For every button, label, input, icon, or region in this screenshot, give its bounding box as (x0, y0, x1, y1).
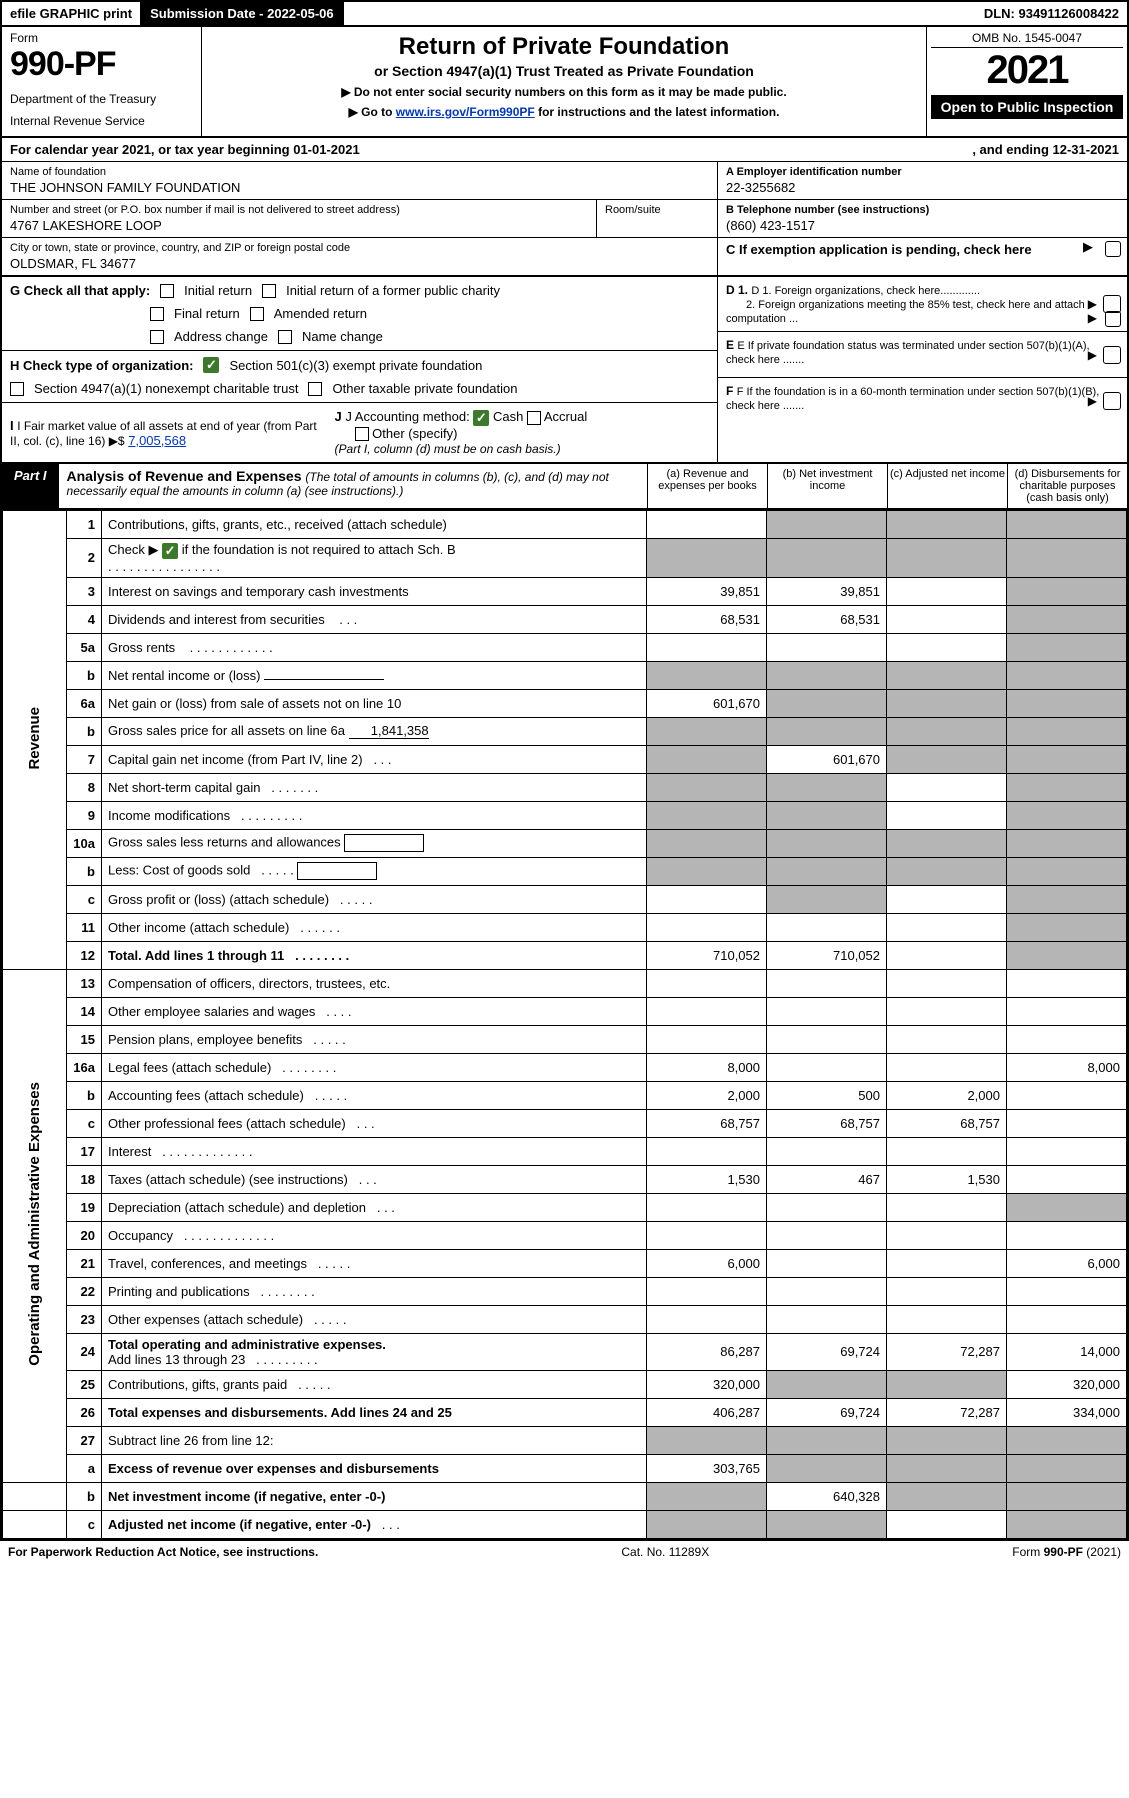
form-number: 990-PF (10, 45, 193, 84)
irs-label: Internal Revenue Service (10, 114, 193, 128)
city-state-zip: OLDSMAR, FL 34677 (10, 256, 709, 271)
part1-table: Revenue 1Contributions, gifts, grants, e… (2, 510, 1127, 1539)
e-cell: E E If private foundation status was ter… (718, 332, 1127, 378)
mid-grid: G Check all that apply: Initial return I… (2, 277, 1127, 464)
j-cash-checkbox[interactable]: ✓ (473, 410, 489, 426)
phone-value: (860) 423-1517 (726, 218, 1119, 233)
part1-tag: Part I (2, 464, 59, 508)
omb-number: OMB No. 1545-0047 (931, 31, 1123, 48)
tax-year: 2021 (931, 48, 1123, 93)
cat-number: Cat. No. 11289X (621, 1545, 709, 1559)
e-checkbox[interactable] (1103, 346, 1121, 364)
dept-treasury: Department of the Treasury (10, 92, 193, 106)
c-checkbox[interactable] (1105, 241, 1121, 257)
g-row: G Check all that apply: Initial return I… (2, 277, 717, 351)
paperwork-notice: For Paperwork Reduction Act Notice, see … (8, 1545, 318, 1559)
room-suite-label: Room/suite (597, 200, 717, 237)
d-cell: D 1. D 1. Foreign organizations, check h… (718, 277, 1127, 332)
page-footer: For Paperwork Reduction Act Notice, see … (0, 1541, 1129, 1563)
calendar-year-row: For calendar year 2021, or tax year begi… (2, 138, 1127, 162)
fmv-link[interactable]: 7,005,568 (128, 433, 186, 448)
g-amended-checkbox[interactable] (250, 307, 264, 321)
g-address-checkbox[interactable] (150, 330, 164, 344)
foundation-name: THE JOHNSON FAMILY FOUNDATION (10, 180, 709, 195)
ssn-note: ▶ Do not enter social security numbers o… (222, 85, 906, 99)
expenses-sidelabel: Operating and Administrative Expenses (3, 969, 67, 1482)
name-label: Name of foundation (10, 166, 709, 178)
form-ref: Form 990-PF (2021) (1012, 1545, 1121, 1559)
h-501c3-checkbox[interactable]: ✓ (203, 357, 219, 373)
col-a-header: (a) Revenue and expenses per books (647, 464, 767, 508)
i-label: I (10, 418, 14, 433)
part1-header: Part I Analysis of Revenue and Expenses … (2, 464, 1127, 510)
efile-label: efile GRAPHIC print (2, 2, 142, 25)
info-grid: Name of foundation THE JOHNSON FAMILY FO… (2, 162, 1127, 277)
phone-label: B Telephone number (see instructions) (726, 204, 1119, 216)
h-other-checkbox[interactable] (308, 382, 322, 396)
public-inspection: Open to Public Inspection (931, 95, 1123, 119)
form-header: Form 990-PF Department of the Treasury I… (2, 27, 1127, 138)
top-bar: efile GRAPHIC print Submission Date - 20… (2, 2, 1127, 27)
form-title: Return of Private Foundation (222, 33, 906, 61)
ij-row: I I Fair market value of all assets at e… (2, 403, 717, 462)
irs-link[interactable]: www.irs.gov/Form990PF (396, 105, 535, 119)
ein-label: A Employer identification number (726, 166, 1119, 178)
col-d-header: (d) Disbursements for charitable purpose… (1007, 464, 1127, 508)
goto-note: ▶ Go to www.irs.gov/Form990PF for instru… (222, 105, 906, 119)
dln: DLN: 93491126008422 (344, 2, 1127, 25)
h-4947-checkbox[interactable] (10, 382, 24, 396)
d2-checkbox[interactable] (1105, 311, 1121, 327)
j-accrual-checkbox[interactable] (527, 411, 541, 425)
submission-date: Submission Date - 2022-05-06 (142, 2, 344, 25)
part1-title: Analysis of Revenue and Expenses (67, 468, 306, 484)
sch-b-checkbox[interactable]: ✓ (162, 543, 178, 559)
form-label: Form (10, 31, 193, 45)
g-initial-former-checkbox[interactable] (262, 284, 276, 298)
g-initial-checkbox[interactable] (160, 284, 174, 298)
c-exemption-label: C If exemption application is pending, c… (726, 242, 1032, 257)
revenue-sidelabel: Revenue (3, 511, 67, 970)
g-name-checkbox[interactable] (278, 330, 292, 344)
col-b-header: (b) Net investment income (767, 464, 887, 508)
city-label: City or town, state or province, country… (10, 242, 709, 254)
f-checkbox[interactable] (1103, 392, 1121, 410)
col-c-header: (c) Adjusted net income (887, 464, 1007, 508)
street-address: 4767 LAKESHORE LOOP (10, 218, 588, 233)
h-row: H Check type of organization: ✓Section 5… (2, 351, 717, 403)
g-final-checkbox[interactable] (150, 307, 164, 321)
j-other-checkbox[interactable] (355, 427, 369, 441)
form-subtitle: or Section 4947(a)(1) Trust Treated as P… (222, 63, 906, 79)
ein-value: 22-3255682 (726, 180, 1119, 195)
f-cell: F F If the foundation is in a 60-month t… (718, 378, 1127, 424)
addr-label: Number and street (or P.O. box number if… (10, 204, 588, 216)
